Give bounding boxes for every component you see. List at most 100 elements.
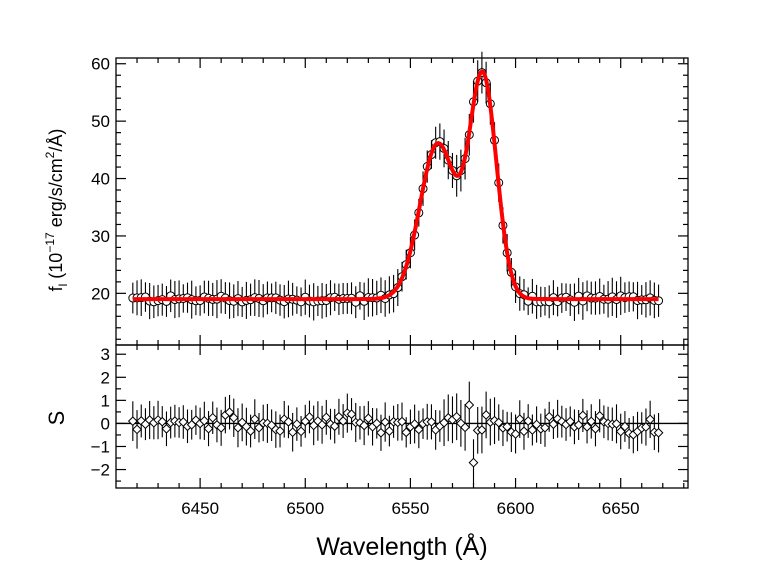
residual-point bbox=[519, 426, 529, 437]
residual-point bbox=[544, 411, 555, 422]
residual-point bbox=[127, 416, 138, 427]
residual-point bbox=[523, 416, 534, 426]
residual-point bbox=[245, 426, 256, 436]
x-tick-label: 6550 bbox=[391, 499, 429, 518]
residual-point bbox=[582, 421, 592, 432]
residual-point bbox=[199, 415, 210, 426]
residual-point bbox=[279, 414, 290, 425]
ylabel-exp: −17 bbox=[43, 232, 57, 253]
x-tick-label: 6650 bbox=[602, 499, 640, 518]
residual-point bbox=[514, 414, 525, 425]
x-tick-label: 6500 bbox=[286, 499, 324, 518]
residual-point bbox=[224, 407, 235, 418]
bottom-y-axis-title: S bbox=[44, 411, 69, 426]
residual-point bbox=[191, 415, 201, 426]
bottom-y-tick-label: 2 bbox=[101, 368, 110, 387]
fit-model-line bbox=[131, 69, 660, 302]
residual-point bbox=[590, 423, 601, 434]
residual-point bbox=[216, 422, 227, 433]
top-y-tick-label: 50 bbox=[91, 112, 110, 131]
x-tick-label: 6450 bbox=[181, 499, 219, 518]
ylabel-exp2: 2 bbox=[43, 151, 57, 158]
residual-point bbox=[304, 412, 315, 422]
top-errorbar-layer bbox=[132, 51, 660, 321]
residual-point bbox=[371, 418, 382, 429]
ylabel-close: /Å) bbox=[46, 129, 66, 152]
residual-point bbox=[556, 416, 567, 427]
residual-point bbox=[380, 417, 391, 427]
residual-point bbox=[291, 419, 302, 430]
residual-point bbox=[620, 421, 630, 432]
residual-point bbox=[136, 416, 147, 426]
residual-point bbox=[132, 424, 142, 435]
top-y-tick-label: 30 bbox=[91, 227, 110, 246]
bottom-panel-frame bbox=[115, 344, 689, 489]
x-tick-label: 6600 bbox=[497, 499, 535, 518]
residual-point bbox=[376, 427, 386, 438]
residual-point bbox=[207, 412, 218, 423]
residual-point bbox=[594, 410, 605, 421]
residual-point bbox=[321, 412, 332, 423]
residual-point bbox=[275, 426, 285, 436]
top-y-tick-label: 40 bbox=[91, 170, 110, 189]
bottom-y-tick-label: 3 bbox=[101, 345, 110, 364]
ylabel-mid: erg/s/cm bbox=[46, 158, 66, 232]
residual-point bbox=[548, 419, 559, 430]
bottom-y-tick-label: −1 bbox=[91, 437, 110, 456]
top-y-axis-title: fl (10−17 erg/s/cm2/Å) bbox=[43, 129, 70, 292]
residual-point bbox=[615, 426, 626, 437]
residual-point bbox=[451, 411, 462, 422]
bottom-errorbar-layer bbox=[132, 381, 660, 486]
residual-point bbox=[359, 420, 370, 431]
residual-point bbox=[203, 423, 214, 434]
residual-point bbox=[641, 422, 651, 432]
top-y-tick-label: 60 bbox=[91, 55, 110, 74]
residual-point bbox=[510, 429, 521, 439]
bottom-y-tick-label: 1 bbox=[101, 391, 110, 410]
residual-point bbox=[157, 416, 168, 427]
ylabel-f: f bbox=[46, 285, 66, 291]
residual-point bbox=[645, 414, 656, 425]
residual-point bbox=[460, 422, 470, 433]
residual-point bbox=[481, 410, 492, 420]
bottom-y-tick-label: −2 bbox=[91, 461, 110, 480]
residual-point bbox=[527, 425, 538, 435]
residual-point bbox=[338, 416, 349, 426]
residual-point bbox=[296, 426, 306, 437]
residual-point bbox=[228, 412, 239, 423]
residual-point bbox=[233, 422, 243, 433]
top-y-tick-label: 20 bbox=[91, 284, 110, 303]
residual-points bbox=[127, 400, 664, 468]
x-axis-title: Wavelength (Å) bbox=[316, 531, 487, 561]
residual-point bbox=[540, 422, 550, 433]
residual-point bbox=[573, 420, 584, 430]
residual-point bbox=[401, 427, 412, 438]
residual-point bbox=[493, 417, 504, 428]
residual-point bbox=[552, 413, 563, 424]
residual-point bbox=[283, 416, 294, 427]
residual-point bbox=[468, 457, 479, 468]
residual-point bbox=[409, 419, 420, 429]
residual-point bbox=[287, 427, 298, 438]
residual-point bbox=[502, 421, 513, 432]
residual-point bbox=[653, 427, 664, 438]
residual-point bbox=[317, 419, 327, 430]
residual-point bbox=[329, 421, 340, 432]
top-data-points bbox=[128, 68, 664, 307]
residual-point bbox=[611, 418, 622, 429]
residual-point bbox=[346, 409, 357, 420]
ylabel-open: (10 bbox=[46, 253, 66, 284]
residual-point bbox=[426, 416, 437, 427]
residual-point bbox=[586, 416, 597, 427]
residual-point bbox=[464, 400, 475, 410]
axis-ticks bbox=[116, 58, 688, 488]
residual-point bbox=[577, 410, 588, 421]
residual-point bbox=[565, 416, 576, 427]
bottom-y-tick-label: 0 bbox=[101, 414, 110, 433]
residual-point bbox=[397, 416, 407, 427]
ylabel-sub: l bbox=[56, 284, 70, 287]
residual-point bbox=[249, 414, 260, 425]
residual-point bbox=[363, 413, 374, 424]
residual-point bbox=[384, 426, 395, 436]
